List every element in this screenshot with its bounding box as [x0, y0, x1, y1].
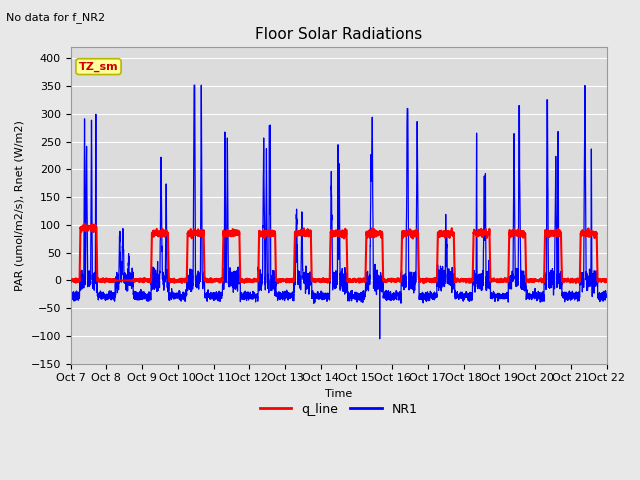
NR1 [190, 83, 198, 88]
q_line [420, 280, 428, 286]
NR1 [163, 271, 171, 277]
Text: TZ_sm: TZ_sm [79, 61, 118, 72]
NR1 [489, 292, 497, 298]
q_line [602, 277, 610, 283]
q_line [489, 278, 497, 284]
X-axis label: Time: Time [325, 389, 352, 399]
NR1 [603, 293, 611, 299]
Line: NR1: NR1 [70, 85, 607, 339]
Title: Floor Solar Radiations: Floor Solar Radiations [255, 27, 422, 42]
Y-axis label: PAR (umol/m2/s), Rnet (W/m2): PAR (umol/m2/s), Rnet (W/m2) [15, 120, 25, 291]
NR1 [429, 291, 437, 297]
q_line [603, 278, 611, 284]
q_line [81, 221, 88, 227]
q_line [163, 231, 171, 237]
NR1 [602, 292, 610, 298]
NR1 [319, 293, 326, 299]
q_line [429, 276, 437, 282]
NR1 [459, 292, 467, 298]
NR1 [376, 336, 383, 342]
q_line [67, 278, 74, 284]
q_line [459, 278, 467, 284]
Line: q_line: q_line [70, 224, 607, 283]
q_line [319, 278, 326, 284]
Text: No data for f_NR2: No data for f_NR2 [6, 12, 106, 23]
Legend: q_line, NR1: q_line, NR1 [255, 398, 422, 421]
NR1 [67, 289, 74, 295]
